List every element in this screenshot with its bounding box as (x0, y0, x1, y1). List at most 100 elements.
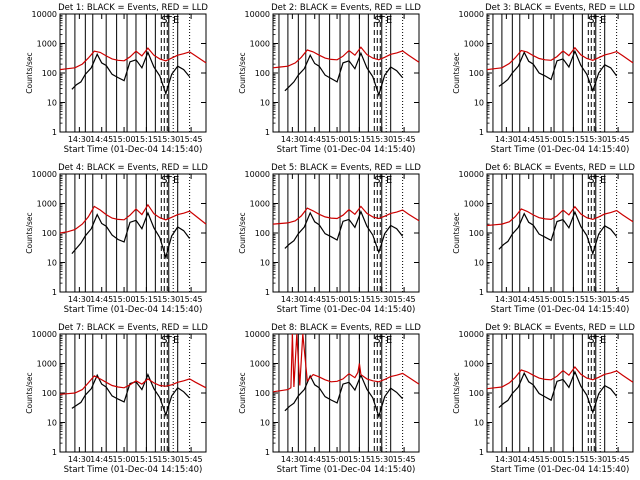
x-axis-label: Start Time (01-Dec-04 14:15:40) (64, 305, 203, 315)
x-tick-label: 15:45 (180, 455, 203, 464)
x-tick-label: 15:00 (540, 135, 563, 144)
x-tick-label: 15:45 (180, 135, 203, 144)
x-axis-label: Start Time (01-Dec-04 14:15:40) (277, 145, 416, 155)
x-tick-label: 15:00 (326, 135, 349, 144)
y-tick-label: 100 (469, 69, 484, 78)
y-tick-label: 10 (474, 99, 484, 108)
time-markers (65, 14, 191, 132)
x-tick-label: 15:15 (135, 455, 158, 464)
x-tick-label: 14:30 (495, 135, 518, 144)
x-tick-label: 15:00 (540, 455, 563, 464)
y-tick-label: 10 (260, 259, 270, 268)
marker-label-s: S (374, 335, 380, 346)
x-tick-label: 14:30 (281, 455, 304, 464)
x-tick-label: 15:30 (370, 295, 393, 304)
panel-title: Det 7: BLACK = Events, RED = LLD (58, 323, 208, 333)
x-tick-label: 14:45 (90, 135, 113, 144)
series-line-lld (59, 375, 207, 395)
y-tick-label: 1 (479, 448, 484, 457)
x-tick-label: 15:30 (370, 455, 393, 464)
marker-label-s: S (161, 15, 167, 26)
y-tick-label: 1 (52, 128, 57, 137)
series-line-lld (59, 47, 207, 71)
y-tick-label: 1000 (37, 200, 57, 209)
series-line-events (498, 210, 618, 256)
y-tick-label: 10 (47, 419, 57, 428)
x-tick-label: 14:30 (68, 295, 91, 304)
marker-label-t: T (592, 335, 600, 346)
y-tick-label: 1000 (464, 360, 484, 369)
x-tick-label: 14:45 (303, 295, 326, 304)
marker-label-s: S (374, 175, 380, 186)
x-tick-label: 15:15 (562, 295, 585, 304)
marker-label-t: T (378, 15, 386, 26)
y-tick-label: 10000 (459, 170, 484, 179)
x-axis-label: Start Time (01-Dec-04 14:15:40) (277, 305, 416, 315)
y-tick-label: 1000 (464, 200, 484, 209)
marker-label-s: S (374, 15, 380, 26)
x-tick-label: 15:15 (348, 135, 371, 144)
time-markers (492, 174, 618, 292)
y-tick-label: 100 (469, 389, 484, 398)
panel-title: Det 1: BLACK = Events, RED = LLD (58, 3, 208, 13)
time-markers (65, 174, 191, 292)
y-tick-label: 100 (42, 69, 57, 78)
marker-label-e: E (386, 335, 392, 346)
series-line-events (498, 49, 618, 93)
marker-label-s: S (161, 175, 167, 186)
marker-label-t: T (165, 15, 173, 26)
x-tick-label: 14:30 (68, 455, 91, 464)
x-tick-label: 14:45 (90, 455, 113, 464)
panel-title: Det 3: BLACK = Events, RED = LLD (485, 3, 635, 13)
x-tick-label: 14:45 (517, 135, 540, 144)
y-axis-label: Counts/sec (238, 212, 247, 253)
marker-label-t: T (592, 15, 600, 26)
panel-title: Det 5: BLACK = Events, RED = LLD (271, 163, 421, 173)
panel-title: Det 6: BLACK = Events, RED = LLD (485, 163, 635, 173)
y-tick-label: 100 (255, 389, 270, 398)
x-tick-label: 15:30 (584, 295, 607, 304)
marker-label-e: E (386, 15, 392, 26)
x-tick-label: 15:00 (113, 455, 136, 464)
series-line-events (284, 209, 404, 255)
series-line-lld (272, 46, 420, 69)
y-axis-label: Counts/sec (25, 212, 34, 253)
x-tick-label: 15:45 (393, 455, 416, 464)
y-tick-label: 1 (52, 288, 57, 297)
marker-label-e: E (600, 15, 606, 26)
y-tick-label: 1000 (464, 40, 484, 49)
y-tick-label: 1 (265, 448, 270, 457)
y-tick-label: 1000 (250, 40, 270, 49)
series-line-lld (272, 205, 420, 225)
x-tick-label: 15:45 (607, 455, 630, 464)
y-tick-label: 10000 (245, 10, 270, 19)
series-line-lld (59, 203, 207, 234)
series-line-events (71, 50, 191, 96)
x-tick-label: 14:45 (90, 295, 113, 304)
x-tick-label: 15:15 (562, 455, 585, 464)
series-line-lld (486, 205, 634, 227)
marker-label-e: E (173, 15, 179, 26)
x-tick-label: 15:15 (135, 135, 158, 144)
y-tick-label: 10 (260, 419, 270, 428)
y-tick-label: 10000 (459, 330, 484, 339)
x-tick-label: 14:30 (495, 295, 518, 304)
marker-label-s: S (588, 15, 594, 26)
x-tick-label: 15:30 (157, 295, 180, 304)
y-tick-label: 10000 (32, 10, 57, 19)
panel-title: Det 2: BLACK = Events, RED = LLD (271, 3, 421, 13)
y-tick-label: 100 (255, 229, 270, 238)
x-tick-label: 15:30 (157, 135, 180, 144)
y-tick-label: 1 (265, 128, 270, 137)
series-line-lld (272, 333, 420, 393)
marker-label-s: S (588, 175, 594, 186)
x-tick-label: 15:45 (607, 135, 630, 144)
y-tick-label: 1000 (250, 200, 270, 209)
series-line-events (284, 51, 404, 98)
y-tick-label: 10000 (245, 170, 270, 179)
